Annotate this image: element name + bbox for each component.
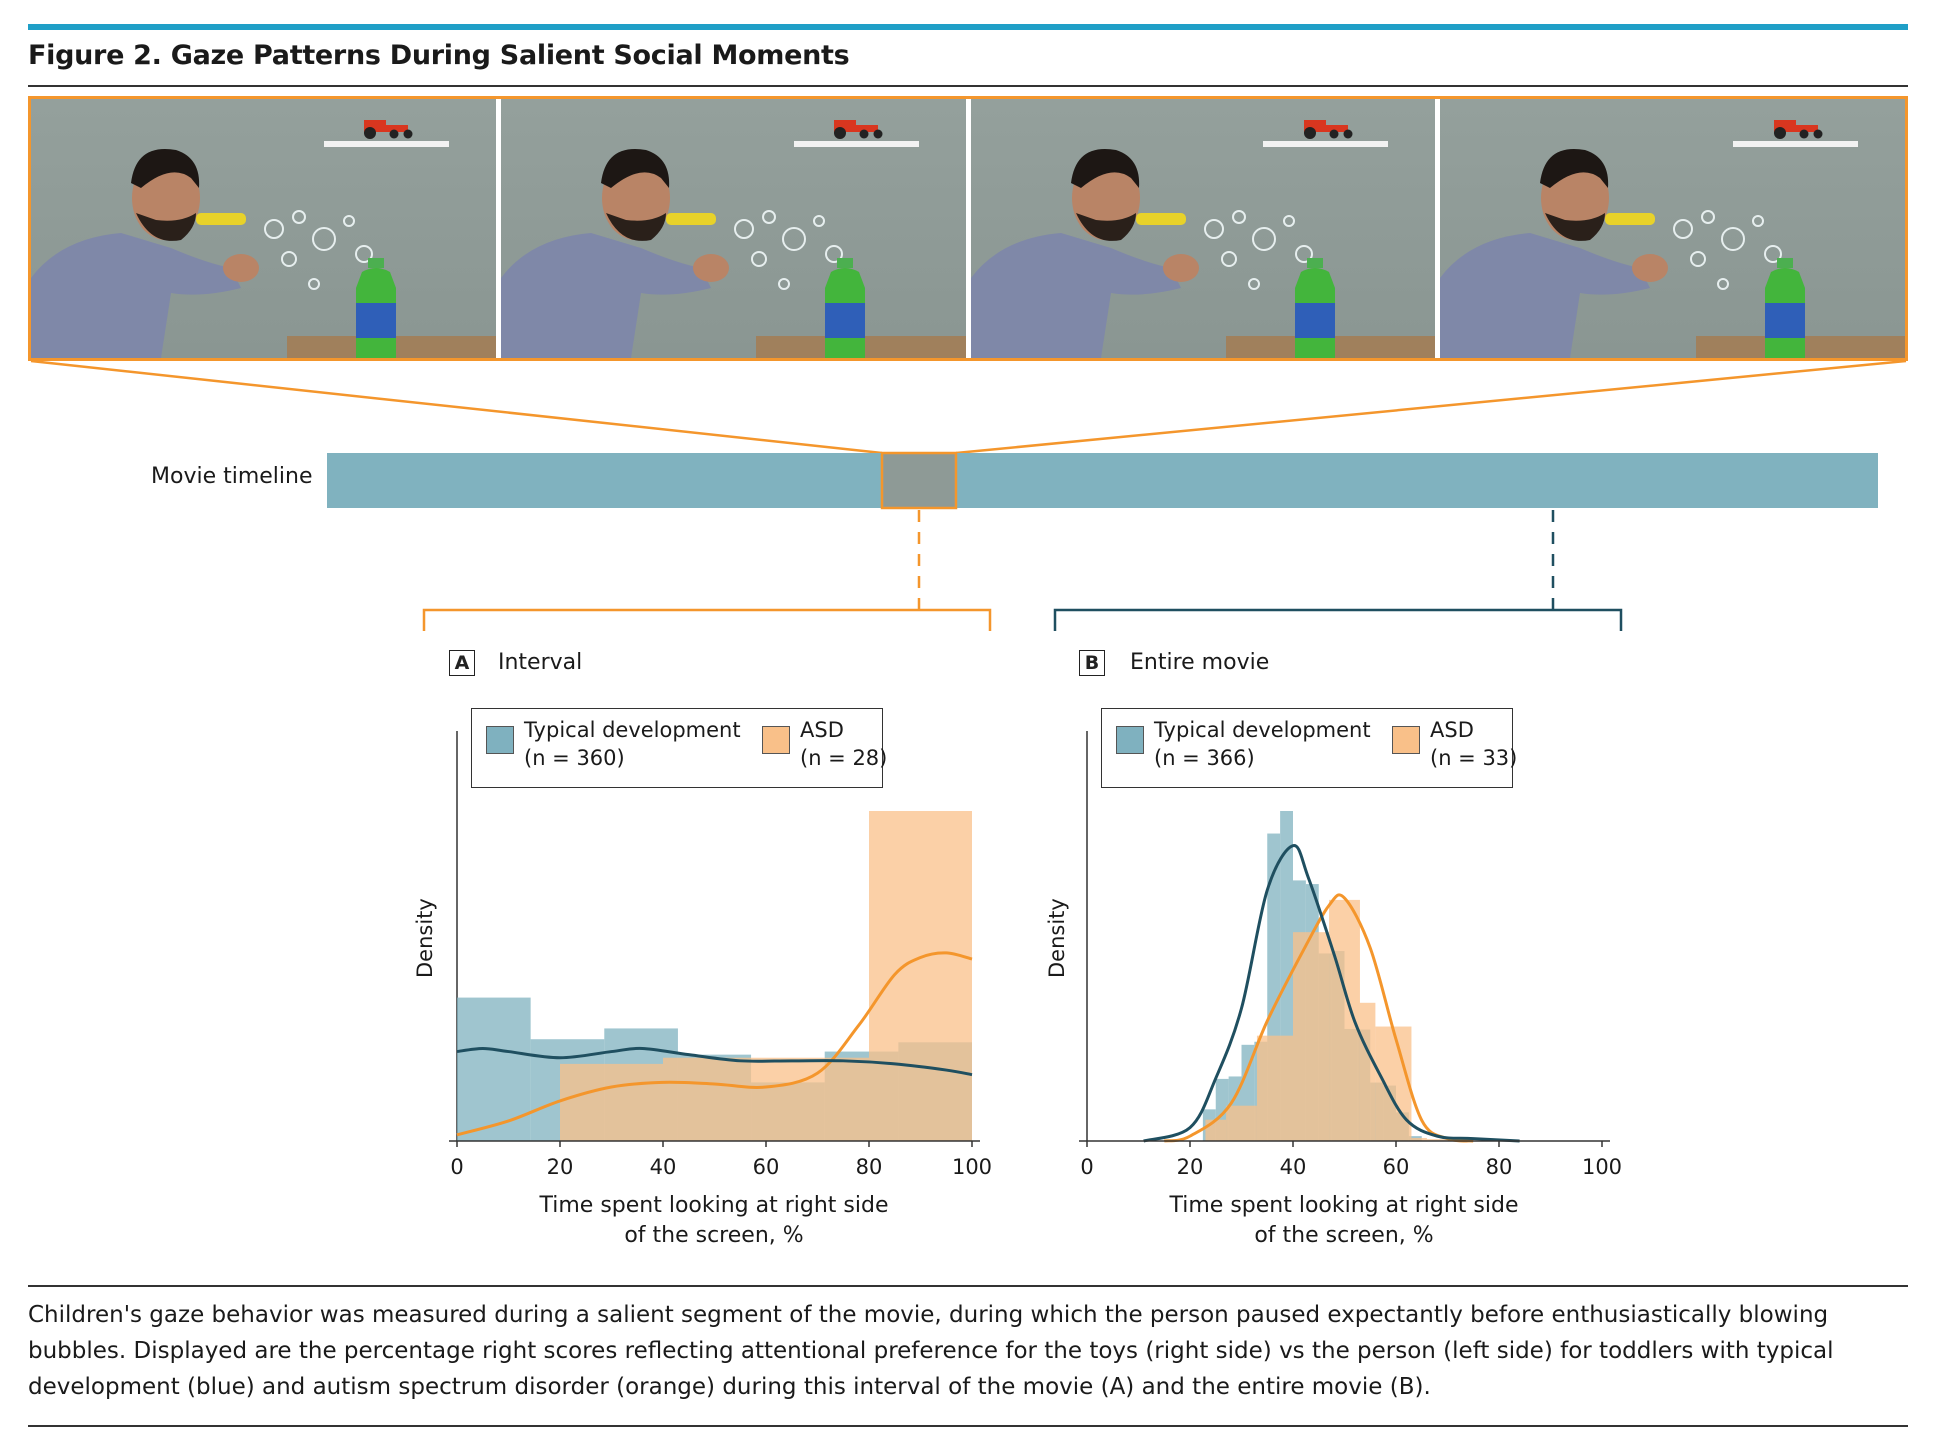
panel-b-td-density-line	[1143, 844, 1520, 1143]
panel-a-tick-80: 80	[855, 1155, 883, 1179]
panel-a-tick-40: 40	[649, 1155, 677, 1179]
photo-frame-1	[31, 99, 496, 358]
panel-b-title: Entire movie	[1130, 650, 1270, 675]
panel-b-asd-bar-2	[1256, 1035, 1293, 1141]
toy-tractor-icon	[364, 120, 413, 139]
panel-a-asd-bar-2	[766, 1057, 869, 1141]
movie-timeline-bar	[327, 453, 1878, 508]
legend-a-td-label: Typical development	[524, 718, 741, 742]
panel-b-tick-0: 0	[1080, 1155, 1094, 1179]
panel-b-tick-60: 60	[1382, 1155, 1410, 1179]
title-rule	[28, 85, 1908, 87]
top-accent-bar	[28, 24, 1908, 30]
panel-a-tick-0: 0	[450, 1155, 464, 1179]
panel-a-asd-density-line	[456, 951, 973, 1137]
bubble-bottle-icon	[1764, 258, 1805, 358]
panel-b-asd-bar-0	[1205, 1119, 1227, 1141]
legend-b-asd-n: (n = 33)	[1430, 746, 1518, 770]
panel-a-bracket	[422, 608, 992, 631]
panel-a-asd-bar-3	[869, 811, 972, 1141]
toy-tractor-icon	[834, 120, 883, 139]
panel-a-xlabel-line1: Time spent looking at right side	[539, 1193, 889, 1218]
zoom-connector-right	[955, 359, 1907, 455]
person-blowing-bubbles-icon	[970, 148, 1199, 358]
legend-b-asd-label: ASD	[1430, 718, 1474, 742]
panel-b-tick-100: 100	[1581, 1155, 1623, 1179]
legend-a-td-n: (n = 360)	[524, 746, 625, 770]
shelf	[323, 141, 449, 147]
panel-a-asd-bar-1	[663, 1057, 766, 1141]
panel-b-xlabel: Time spent looking at right side of the …	[1144, 1191, 1544, 1251]
zoom-connector-left	[30, 359, 883, 455]
panel-b-tick-40: 40	[1279, 1155, 1307, 1179]
bubble-bottle-icon	[355, 258, 396, 358]
caption-top-rule	[28, 1285, 1908, 1287]
panel-b-xlabel-line2: of the screen, %	[1254, 1223, 1434, 1248]
panel-a-xlabel-line2: of the screen, %	[624, 1223, 804, 1248]
bubble-bottle-icon	[825, 258, 866, 358]
panel-b-xlabel-line1: Time spent looking at right side	[1169, 1193, 1519, 1218]
legend-b-td-swatch	[1116, 726, 1144, 754]
photo-frame-3	[970, 99, 1436, 358]
shelf	[1263, 141, 1389, 147]
shelf	[1733, 141, 1859, 147]
legend-a-asd-n: (n = 28)	[800, 746, 888, 770]
panel-b-tick-80: 80	[1485, 1155, 1513, 1179]
photo-strip	[28, 96, 1908, 361]
legend-b-asd-swatch	[1392, 726, 1420, 754]
bubbles-icon	[1673, 210, 1783, 290]
panel-b-asd-bar-9	[1426, 1139, 1448, 1141]
panel-b-asd-bar-3	[1293, 932, 1330, 1141]
panel-b-plot-area	[1079, 731, 1610, 1147]
panel-a-asd-bar-0	[560, 1063, 663, 1141]
panel-a-tick-60: 60	[752, 1155, 780, 1179]
shelf	[793, 141, 919, 147]
legend-b: Typical development (n = 366) ASD (n = 3…	[1101, 708, 1517, 788]
panel-a-plot-area	[449, 731, 980, 1147]
legend-a-asd-label: ASD	[800, 718, 844, 742]
panel-b-bracket	[1053, 608, 1623, 631]
panel-a-xlabel: Time spent looking at right side of the …	[514, 1191, 914, 1251]
panel-a-tick-20: 20	[546, 1155, 574, 1179]
bubbles-icon	[733, 210, 843, 290]
caption-bottom-rule	[28, 1425, 1908, 1427]
legend-b-td-label: Typical development	[1154, 718, 1371, 742]
timeline-interval-highlight	[880, 451, 958, 510]
toy-tractor-icon	[1303, 120, 1353, 139]
panel-b-letter: B	[1079, 650, 1105, 676]
legend-a-td-swatch	[486, 726, 514, 754]
panel-b-asd-bar-8	[1411, 1137, 1427, 1141]
bubbles-icon	[264, 210, 374, 290]
legend-a: Typical development (n = 360) ASD (n = 2…	[471, 708, 887, 788]
panel-b-asd-density-line	[1163, 893, 1474, 1143]
panel-a-td-bar-0	[457, 997, 531, 1141]
panel-a-ylabel: Density	[413, 898, 437, 978]
bubble-bottle-icon	[1295, 258, 1336, 358]
panel-a-letter: A	[449, 650, 475, 676]
bubbles-icon	[1203, 210, 1313, 290]
toy-tractor-icon	[1773, 120, 1823, 139]
photo-frame-2	[500, 99, 966, 358]
person-blowing-bubbles-icon	[31, 148, 259, 358]
panel-b-ylabel: Density	[1045, 898, 1069, 978]
panel-b-asd-bar-1	[1226, 1105, 1257, 1141]
timeline-label: Movie timeline	[151, 464, 313, 489]
panel-a-title: Interval	[498, 650, 583, 675]
panel-a-tick-100: 100	[951, 1155, 993, 1179]
person-blowing-bubbles-icon	[1440, 148, 1669, 358]
person-blowing-bubbles-icon	[500, 148, 729, 358]
figure-title: Figure 2. Gaze Patterns During Salient S…	[28, 40, 850, 71]
figure-caption: Children's gaze behavior was measured du…	[28, 1302, 1834, 1400]
panel-b-asd-bar-5	[1359, 1002, 1376, 1141]
legend-b-td-n: (n = 366)	[1154, 746, 1255, 770]
legend-a-asd-swatch	[762, 726, 790, 754]
photo-frame-4	[1440, 99, 1905, 358]
panel-a-td-density-line	[456, 1046, 973, 1077]
panel-b-tick-20: 20	[1176, 1155, 1204, 1179]
